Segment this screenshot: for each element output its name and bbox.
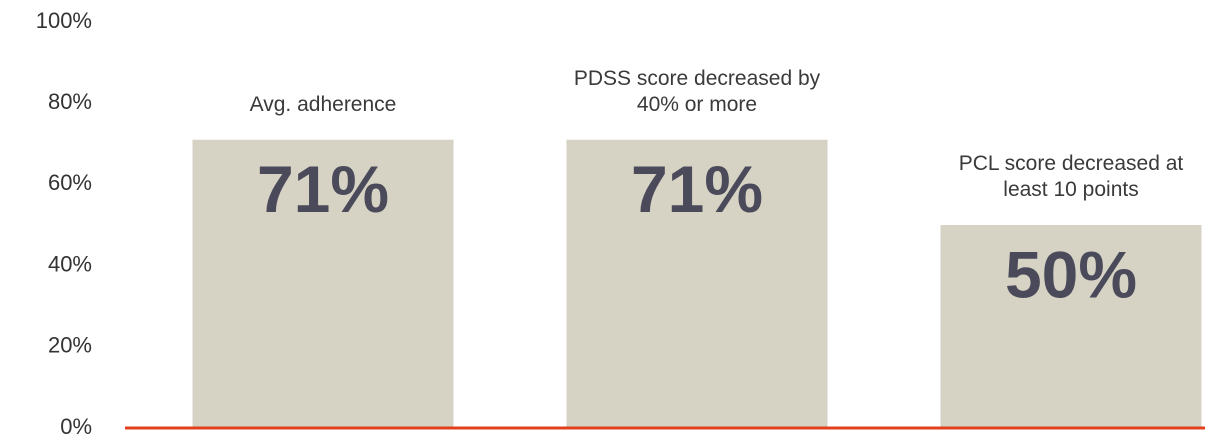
category-label: PCL score decreased at least 10 points bbox=[958, 152, 1184, 201]
bar bbox=[940, 225, 1202, 428]
y-tick-label: 40% bbox=[48, 251, 92, 276]
category-label: PDSS score decreased by 40% or more bbox=[573, 66, 821, 116]
y-tick-label: 80% bbox=[48, 89, 92, 114]
y-tick-label: 60% bbox=[48, 170, 92, 195]
bar bbox=[566, 139, 828, 429]
bar bbox=[192, 139, 454, 429]
y-tick-label: 0% bbox=[60, 414, 92, 439]
value-label: 71% bbox=[257, 152, 389, 226]
category-label: Avg. adherence bbox=[249, 92, 397, 116]
y-tick-label: 100% bbox=[36, 8, 92, 33]
value-label: 71% bbox=[631, 152, 763, 226]
y-tick-label: 20% bbox=[48, 333, 92, 358]
value-label: 50% bbox=[1005, 237, 1137, 311]
